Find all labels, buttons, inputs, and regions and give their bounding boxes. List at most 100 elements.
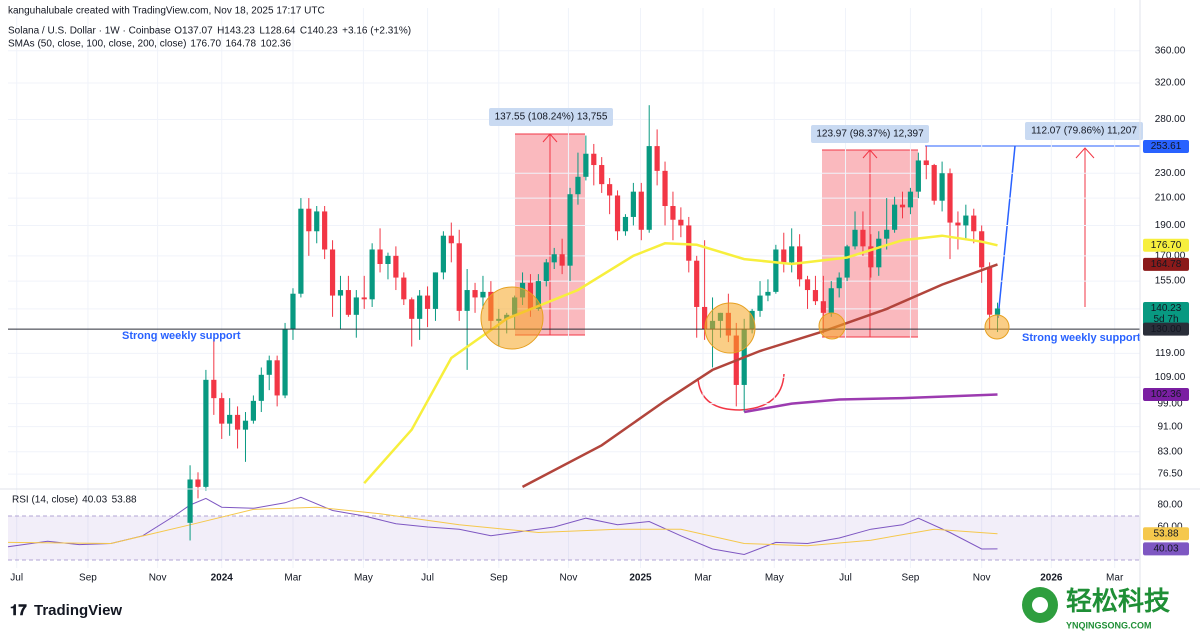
candle-body [535,281,541,309]
line [521,263,998,489]
rsi-label-box [1143,527,1189,541]
ohlc-value: H143.23 [217,26,255,37]
candle-body [678,219,684,226]
x-tick-label: 2024 [211,573,234,584]
annotation: Strong weekly support [122,330,241,342]
candle-body [646,146,652,230]
candle-body [456,243,462,311]
candle-body [844,246,850,278]
legend-value: 164.78 [225,39,256,50]
candle-body [860,229,866,247]
rsi-label: 40.03 [1153,544,1178,555]
x-tick-label: Mar [694,573,712,584]
candle-body [480,291,486,298]
annotation-box [489,108,613,126]
candle-body [329,249,336,296]
legend-value: 176.70 [190,39,221,50]
candle-body [290,293,296,330]
y-tick-label: 76.50 [1157,469,1182,480]
candle-body [266,360,272,375]
rsi-label: 53.88 [1153,528,1178,539]
candle-body [250,400,256,421]
price-label: 164.78 [1151,259,1182,270]
price-label: 140.23 [1151,303,1182,314]
ohlc-value: L128.64 [259,26,296,37]
y-tick-label: 190.00 [1155,220,1186,231]
price-label-box [1143,140,1189,154]
candle-body [559,254,565,266]
candle-body [211,379,217,399]
y-tick-label: 210.00 [1155,193,1186,204]
candle-body [227,414,233,424]
y-tick-label: 119.00 [1155,348,1185,359]
countdown: 5d 7h [1153,314,1178,325]
annotation-box [1025,122,1143,140]
candle-body [622,216,629,232]
candle-body [337,290,344,296]
rsi-tick-label: 60.00 [1157,522,1182,533]
candle-body [899,204,906,208]
candle-body [939,173,945,201]
candle-body [804,279,811,291]
rsi-band [8,515,1140,560]
price-label-box [1143,322,1189,336]
candle-body [409,299,415,319]
y-tick-label: 109.00 [1155,372,1186,383]
support-circle [984,314,1010,340]
candle-body [947,173,953,223]
candle-body [607,184,613,196]
rsi-tick-label: 80.00 [1157,500,1182,511]
candle-body [884,229,890,239]
ohlc-value: +3.16 (+2.31%) [342,26,411,37]
watermark-logo [1032,597,1048,613]
candle-body [630,191,636,217]
candle-body [472,290,478,298]
legend-value: 53.88 [112,495,137,506]
x-tick-label: Mar [284,573,302,584]
y-tick-label: 360.00 [1155,45,1186,56]
brand: TradingView [34,602,122,619]
candle-body [551,254,557,263]
candle-body [440,235,446,273]
ohlc-value: O137.07 [174,26,213,37]
candle-body [417,295,423,319]
candle-body [242,420,249,430]
header: kanguhalubale created with TradingView.c… [8,6,325,17]
x-tick-label: Sep [79,573,97,584]
candle-body [583,153,589,177]
candle-body [789,246,795,263]
watermark: YNQINGSONG.COM [1066,620,1152,630]
annotation: 137.55 (108.24%) 13,755 [495,112,608,123]
candle-body [464,290,470,311]
candle-body [306,208,312,232]
support-circle [818,312,846,340]
candle-body [638,191,644,230]
candle-body [432,272,439,309]
price-label: 253.61 [1151,141,1182,152]
candle-body [361,297,367,300]
candle-body [353,297,359,315]
candle-body [812,290,819,302]
y-tick-label: 280.00 [1155,114,1186,125]
candle-body [274,360,280,396]
y-tick-label: 99.00 [1157,398,1182,409]
line [363,234,998,485]
candle-body [314,211,320,232]
candle-body [203,379,209,487]
candle-body [963,215,969,226]
candle-body [219,398,225,424]
candle-body [393,255,399,278]
annotation: Strong weekly support [1022,332,1141,344]
annotation-box [811,125,929,143]
support-circle [704,302,756,354]
sma-legend: SMAs (50, close, 100, close, 200, close) [8,39,186,50]
x-tick-label: 2026 [1040,573,1063,584]
candle-body [994,308,1001,315]
candle-body [971,215,977,232]
candle-body [765,291,771,296]
candle-body [923,160,929,166]
legend-value: 40.03 [82,495,107,506]
candle-body [258,374,264,401]
candle-body [369,249,375,300]
